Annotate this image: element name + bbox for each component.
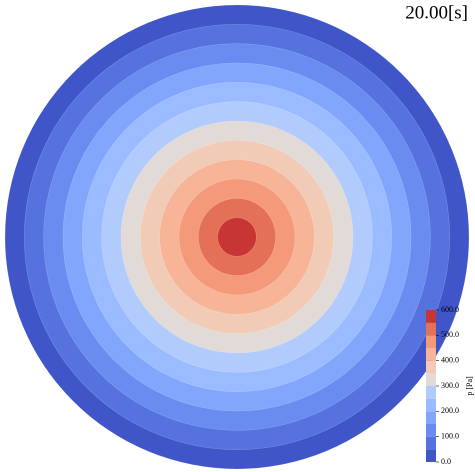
colorbar-tick-label: 100.0 [441, 431, 459, 440]
colorbar-tick-label: 0.0 [441, 457, 451, 466]
colorbar-tick-label: 200.0 [441, 406, 459, 415]
colorbar-segment [426, 424, 436, 437]
colorbar-segment [426, 348, 436, 361]
colorbar-label: p [Pa] [465, 376, 474, 396]
colorbar-segment [426, 373, 436, 386]
colorbar-segment [426, 310, 436, 323]
colorbar-tick-label: 600.0 [441, 305, 459, 314]
colorbar-segment [426, 411, 436, 424]
colorbar-tick-label: 300.0 [441, 381, 459, 390]
time-label: 20.00[s] [405, 2, 468, 23]
colorbar-segment [426, 335, 436, 348]
contour-band [217, 217, 257, 257]
colorbar-tick-label: 500.0 [441, 330, 459, 339]
colorbar-segment [426, 398, 436, 412]
colorbar-segment [426, 360, 436, 374]
colorbar-segment [426, 436, 436, 450]
colorbar-tick-label: 400.0 [441, 355, 459, 364]
colorbar-segment [426, 322, 436, 336]
colorbar-segment [426, 449, 436, 462]
colorbar-segment [426, 386, 436, 399]
